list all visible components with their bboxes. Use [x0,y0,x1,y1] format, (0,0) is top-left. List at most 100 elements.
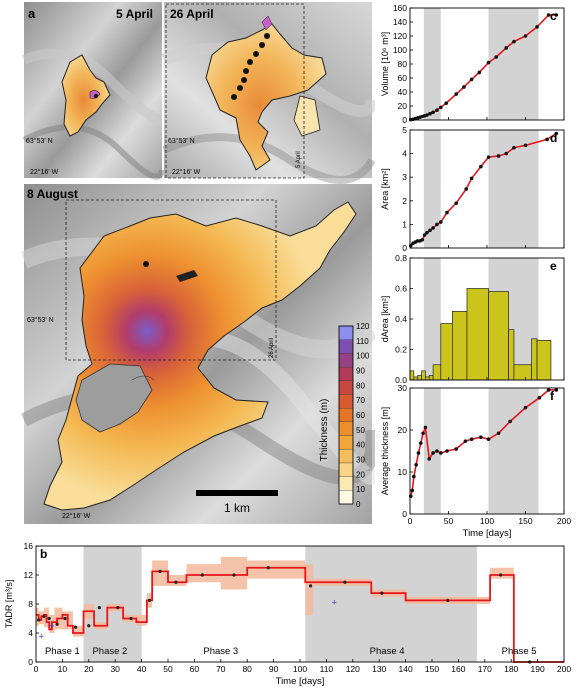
x-tick-label: 110 [320,664,334,674]
y-tick-label: 5 [402,125,407,135]
chart-f: 0 10 20 30 0 50 100 150 200 Average thickness [m]… [380,383,571,539]
tadr-blue-marker: + [39,632,44,642]
series-point [423,425,428,430]
shaded-period [488,388,539,514]
series-point [418,441,423,445]
series-point [454,92,459,96]
series-point [496,154,501,158]
map-8-august: 8 August 26 April 63°53' N 22°16' W 1 km [20,184,375,524]
tadr-point [380,591,384,595]
lon-label-3: 22°16' W [62,512,91,520]
series-point [444,101,448,105]
tadr-point [499,573,503,577]
panel-label-d: d [550,131,557,145]
series-point [431,226,435,230]
map-panel-a: a 5 April 63°53' N 22°16' W 26 April 5 A… [20,2,375,524]
lat-label-2: 63°53' N [168,137,195,145]
series-point [504,46,509,50]
lon-label-2: 22°16' W [172,168,201,176]
y-tick-label: 120 [393,31,407,41]
series-point [537,396,542,400]
y-tick-label: 0.6 [395,284,407,294]
y-tick-label: 0 [402,509,407,519]
series-point [428,111,432,116]
y-tick-label: 1 [402,219,407,229]
series-point [486,60,491,65]
panel-label-b: b [40,547,47,561]
series-point [512,145,516,150]
darea-bar [425,376,430,381]
map-date-label-2: 26 April [170,7,214,21]
x-tick-label: 80 [242,664,252,674]
tadr-point [37,618,41,622]
series-point [486,437,491,441]
y-axis-label: dArea [km²] [380,296,390,343]
darea-bar [452,311,468,381]
series-line [409,389,557,497]
x-axis-label: Time [days] [463,528,512,539]
x-tick-label: 160 [451,664,465,674]
y-tick-label: 0 [402,243,407,253]
phase-label: Phase 5 [502,646,537,657]
colorbar-tick-label: 40 [356,441,365,450]
series-point [477,70,482,75]
x-tick-label: 150 [518,516,532,526]
x-tick-label: 140 [399,664,413,674]
tadr-point [97,606,101,610]
x-tick-label: 10 [58,664,68,674]
shaded-period [488,8,539,120]
darea-bar [428,375,434,381]
phase-label: Phase 2 [92,646,127,657]
map-date-label-3: 8 August [27,187,78,201]
colorbar-tick-label: 0 [356,500,361,509]
phase-label: Phase 1 [45,646,80,657]
series-point [546,13,551,17]
phase-label: Phase 4 [370,646,405,657]
y-tick-label: 0 [402,115,407,125]
series-point [435,222,439,227]
y-tick-label: 2 [402,196,407,206]
shaded-period [423,388,441,514]
y-axis-label: Volume [10⁶ m³] [380,32,390,96]
darea-bar [421,370,426,381]
y-tick-label: 12 [24,570,34,580]
tadr-step-line [36,566,564,663]
scale-bar [196,490,278,496]
x-tick-label: 120 [346,664,360,674]
x-tick-label: 30 [110,664,120,674]
x-tick-label: 40 [137,664,147,674]
tadr-point [174,580,178,584]
tadr-uncertainty-band [72,625,84,637]
tadr-point [42,614,46,618]
lat-label-3: 63°53' N [27,316,54,324]
series-point [414,462,418,467]
shaded-period [423,8,441,120]
x-tick-label: 0 [408,516,413,526]
panel-label-e: e [550,259,557,273]
colorbar-tick-label: 110 [356,337,369,346]
y-tick-label: 80 [398,59,408,69]
tadr-point [308,584,313,588]
inset-label-5-april: 5 April [296,151,302,168]
colorbar-tick-label: 10 [356,485,365,494]
x-tick-label: 50 [444,516,454,526]
series-point [435,449,439,453]
y-tick-label: 0.2 [395,345,407,355]
lon-label-1: 22°16' W [30,168,59,176]
series-point [554,388,559,392]
darea-bar [508,329,515,381]
series-point [523,34,528,38]
series-point [494,55,499,59]
darea-bar [488,291,509,381]
x-tick-label: 100 [480,516,494,526]
colorbar-tick-label: 90 [356,367,365,376]
tadr-point [343,580,347,584]
y-tick-label: 30 [398,383,408,393]
tadr-uncertainty-band [136,614,147,626]
lat-label-1: 63°53' N [26,137,53,145]
darea-bar [440,323,453,381]
series-point [427,457,432,461]
scale-bar-label: 1 km [224,501,250,515]
series-point [546,388,551,392]
